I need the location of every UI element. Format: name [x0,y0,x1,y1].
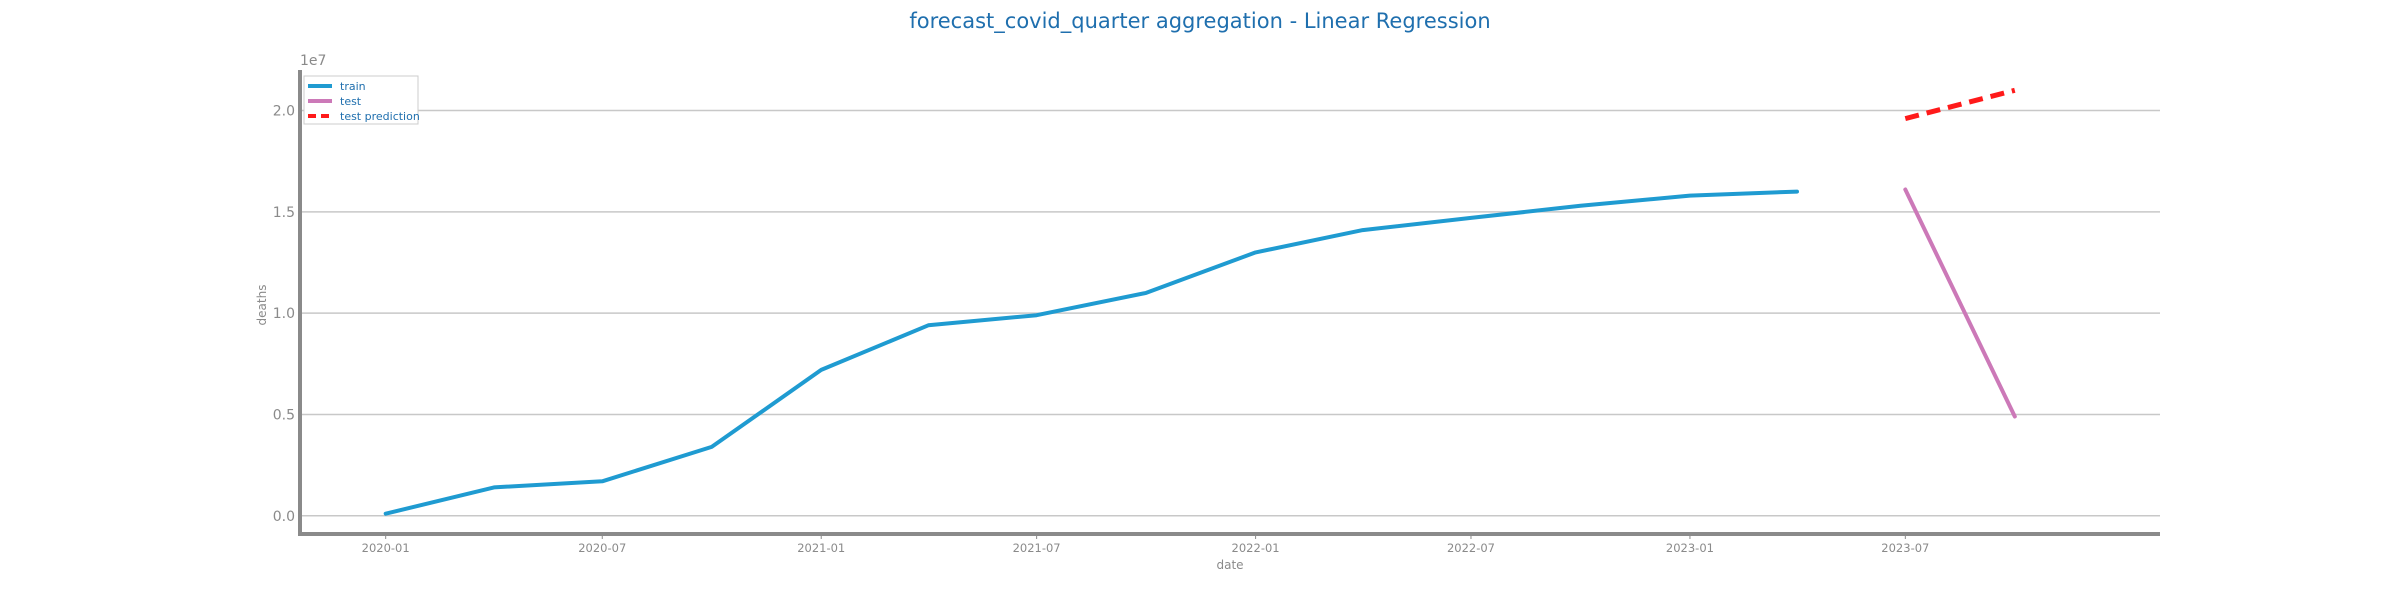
series-lines [383,87,2017,516]
y-axis-label: deaths [255,285,269,326]
y-ticks: 0.0 0.5 1.0 1.5 2.0 [273,104,295,525]
y-offset-label: 1e7 [300,53,326,69]
x-tick-label: 2021-07 [1013,541,1061,555]
legend-entry-label: train [340,80,366,93]
x-tick-label: 2022-07 [1447,541,1495,555]
chart-title: forecast_covid_quarter aggregation - Lin… [909,9,1490,34]
x-tick-label: 2023-07 [1881,541,1929,555]
axes [298,70,2160,536]
x-tick-label: 2022-01 [1232,541,1280,555]
y-tick-label: 1.0 [273,306,295,322]
series-line-train [383,189,1799,516]
y-tick-label: 0.0 [273,509,295,525]
x-ticks: 2020-01 2020-07 2021-01 2021-07 2022-01 2022-… [362,534,1929,555]
x-axis-label: date [1216,558,1243,572]
series-line-test-prediction [1904,87,2016,122]
x-tick-label: 2021-01 [797,541,845,555]
legend: train test test prediction [303,75,420,125]
series-line-test [1903,187,2017,419]
y-tick-label: 2.0 [273,104,295,120]
x-tick-label: 2020-01 [362,541,410,555]
x-tick-label: 2023-01 [1666,541,1714,555]
y-tick-label: 0.5 [273,407,295,423]
legend-entry-label: test [340,95,362,108]
grid [300,109,2160,517]
x-tick-label: 2020-07 [578,541,626,555]
y-tick-label: 1.5 [273,205,295,221]
legend-entry-label: test prediction [340,110,420,123]
